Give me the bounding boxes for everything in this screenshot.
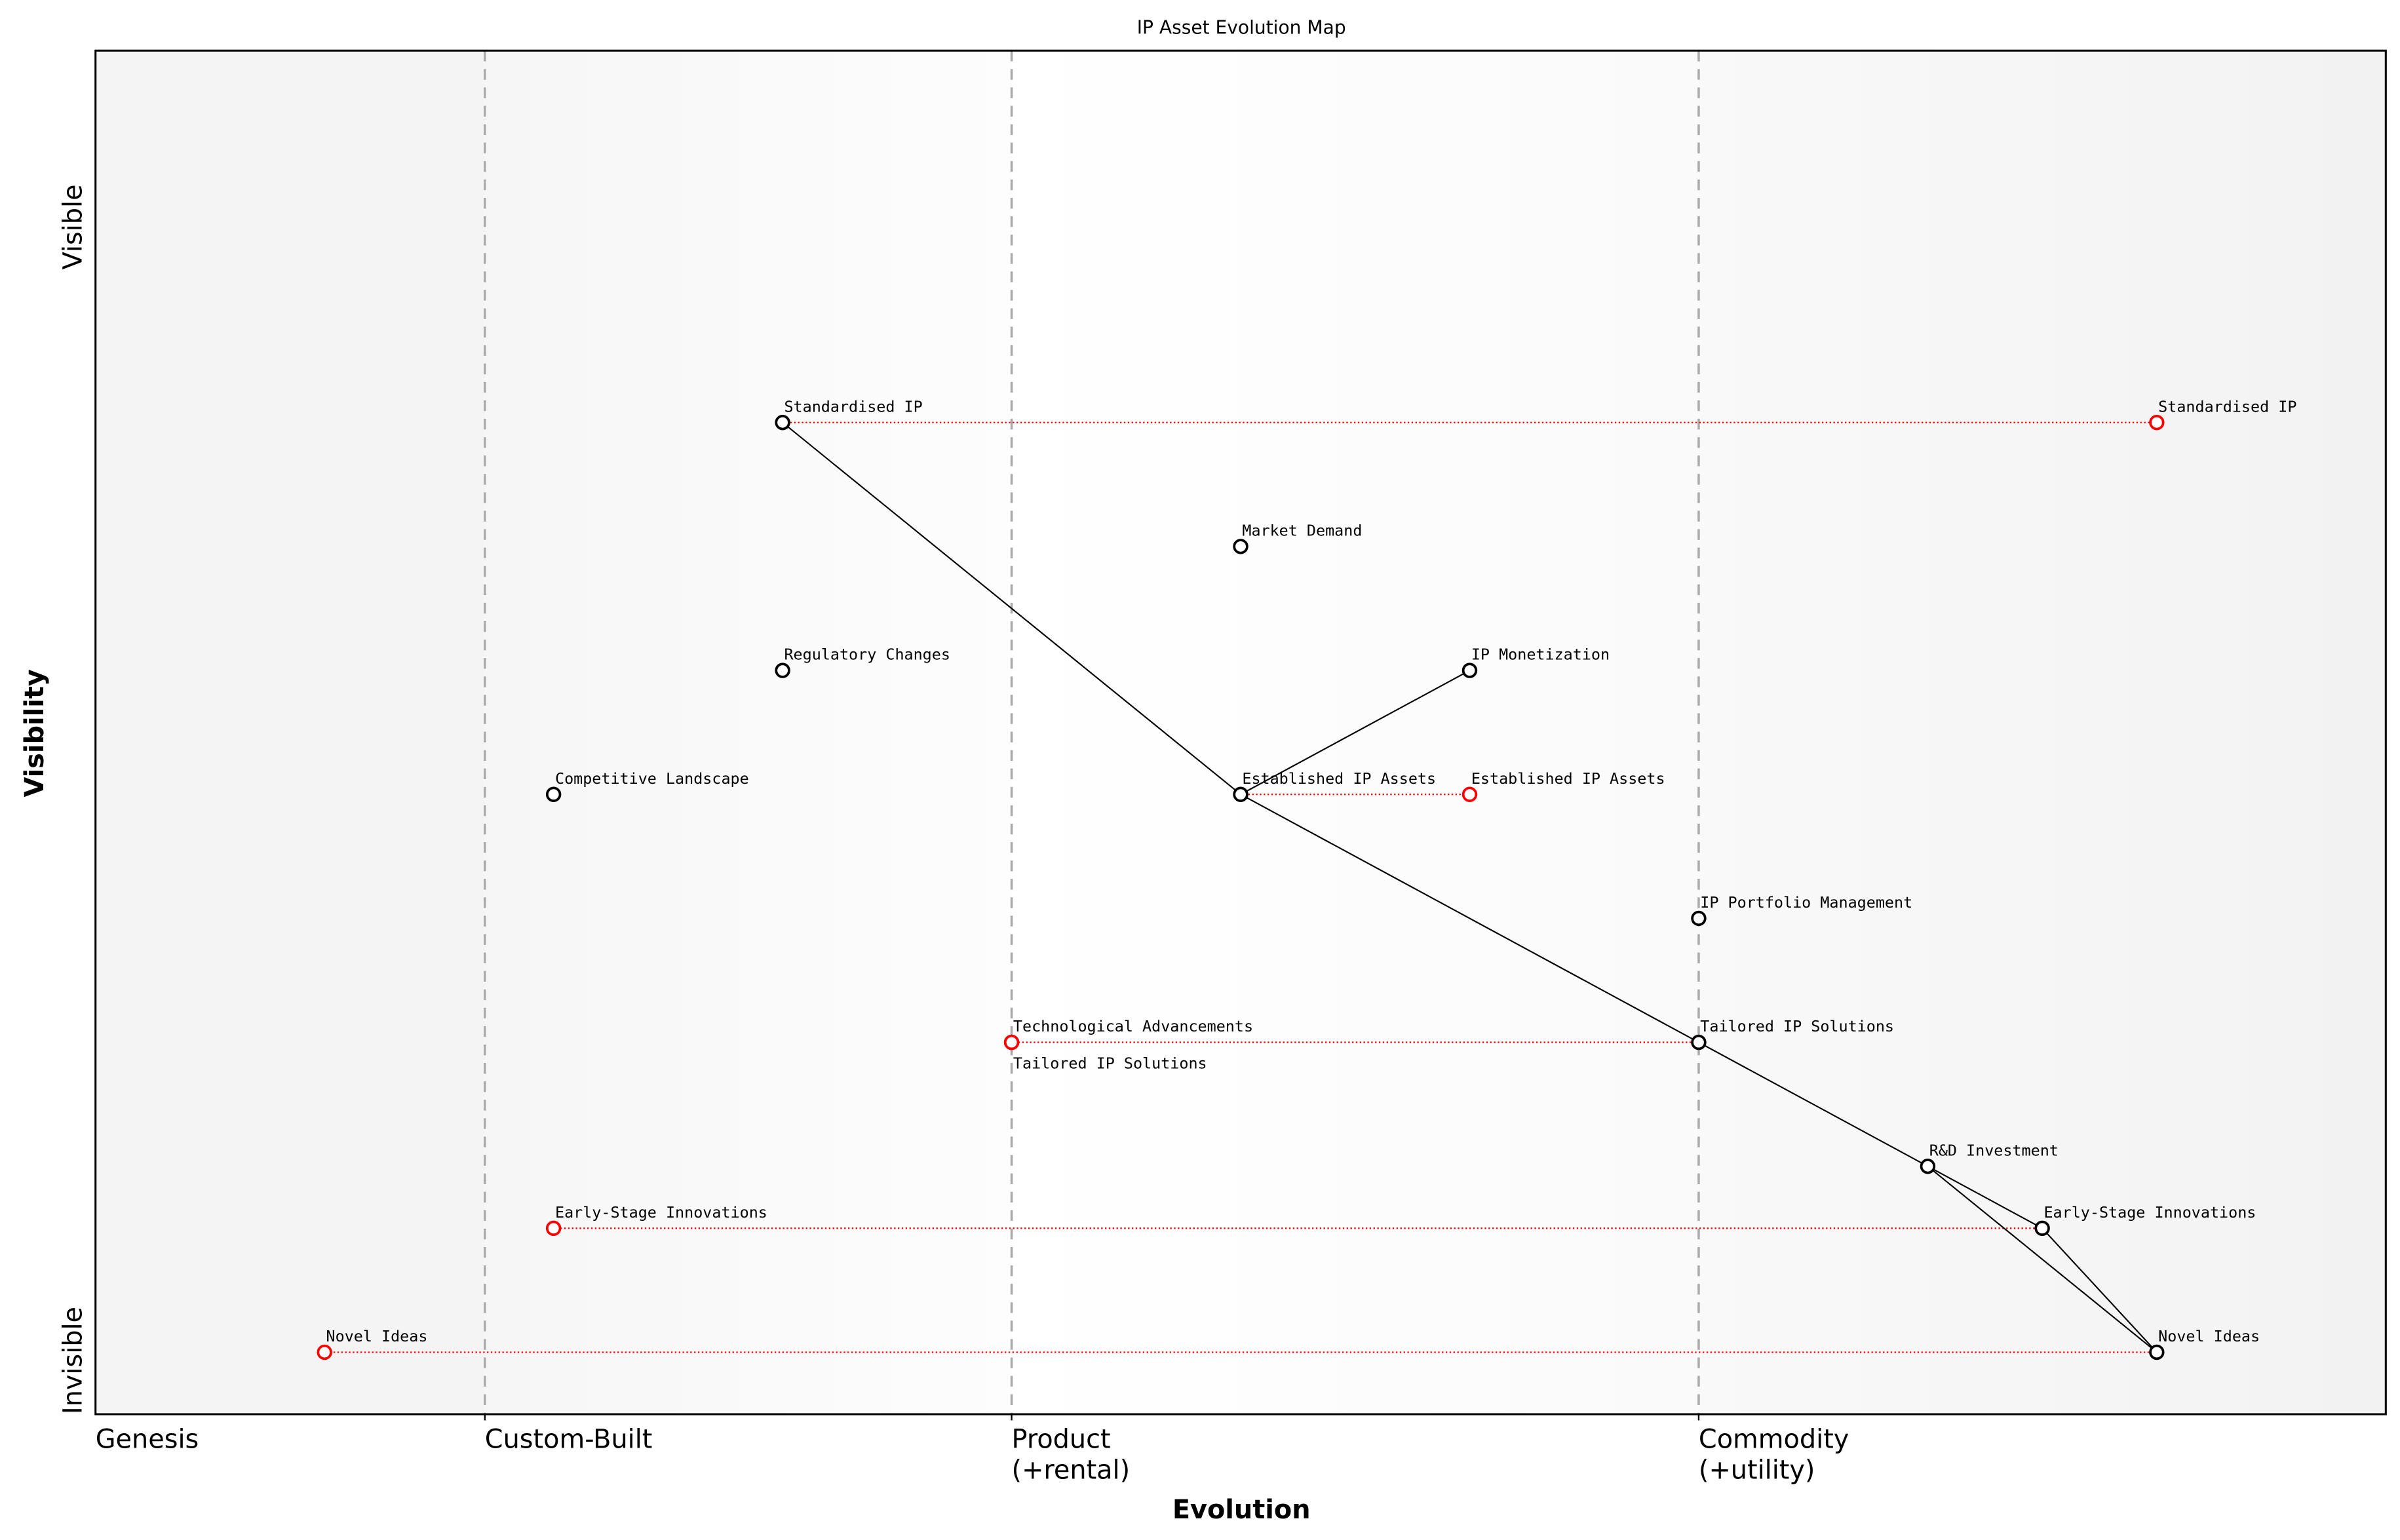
evolved-label: Novel Ideas <box>326 1327 428 1345</box>
y-tick-label: Visible <box>58 184 88 269</box>
component-label: Early-Stage Innovations <box>2043 1203 2256 1222</box>
component-label: Established IP Assets <box>1242 769 1436 788</box>
evolved-marker <box>545 1220 562 1237</box>
y-axis-label: Visibility <box>20 669 50 797</box>
evolved-label: Tailored IP Solutions <box>1013 1054 1207 1072</box>
component-marker <box>1920 1159 1936 1174</box>
chart-title: IP Asset Evolution Map <box>1137 16 1346 38</box>
x-axis-label: Evolution <box>1172 1495 1311 1525</box>
component-marker <box>1461 663 1478 678</box>
component-label: Tailored IP Solutions <box>1700 1017 1894 1035</box>
component-label: IP Monetization <box>1471 645 1610 664</box>
component-label: Novel Ideas <box>2158 1327 2260 1345</box>
evolved-label: Standardised IP <box>2158 397 2296 415</box>
component-marker <box>545 786 562 802</box>
component-label: Technological Advancements <box>1013 1017 1253 1035</box>
stage-band <box>95 50 485 1415</box>
evolved-marker <box>317 1344 332 1360</box>
y-tick-label: Invisible <box>58 1307 88 1414</box>
evolved-marker <box>1003 1034 1020 1050</box>
component-marker <box>775 415 790 431</box>
component-marker <box>1233 786 1248 802</box>
link-line <box>782 421 1241 796</box>
stage-bands <box>95 50 2386 1415</box>
component-label: Regulatory Changes <box>784 645 950 664</box>
component-marker <box>2149 1344 2165 1360</box>
x-tick-label: Product (+rental) <box>1012 1425 1131 1486</box>
x-tick-label: Genesis <box>96 1425 199 1455</box>
link-line <box>1927 1165 2043 1229</box>
evolved-label: Established IP Assets <box>1471 769 1665 788</box>
plot-frame <box>94 49 2387 1415</box>
component-label: Competitive Landscape <box>555 769 749 788</box>
stage-band <box>1698 50 2386 1415</box>
y-tick-labels: Invisible Visible <box>58 184 88 1414</box>
component-marker <box>1233 539 1248 554</box>
x-tick-labels: Genesis Custom-Built Product (+rental) Commo… <box>96 1414 1849 1485</box>
stage-band <box>484 50 1012 1415</box>
link-line <box>2042 1227 2158 1353</box>
component-label: IP Portfolio Management <box>1700 893 1912 912</box>
component-label: Market Demand <box>1242 522 1362 540</box>
evolve-lines <box>324 421 2157 1353</box>
component-marker <box>1691 910 1707 927</box>
link-line <box>1698 1041 1928 1167</box>
component-marker <box>775 663 790 678</box>
links <box>782 421 2158 1353</box>
stage-lines <box>484 50 1700 1415</box>
link-line <box>1240 670 1470 796</box>
component-label: R&D Investment <box>1929 1141 2059 1159</box>
link-line <box>1927 1165 2158 1353</box>
evolved-marker <box>2149 415 2165 431</box>
x-tick-label: Custom-Built <box>485 1425 653 1455</box>
evolved-label: Early-Stage Innovations <box>555 1203 767 1222</box>
link-line <box>1240 794 1699 1043</box>
component-label: Standardised IP <box>784 397 922 415</box>
points: Standardised IP Market Demand Regulatory C… <box>317 397 2296 1360</box>
component-marker <box>1691 1034 1707 1050</box>
component-marker <box>2034 1220 2050 1237</box>
evolved-marker <box>1461 786 1478 802</box>
x-tick-label: Commodity (+utility) <box>1699 1425 1849 1486</box>
